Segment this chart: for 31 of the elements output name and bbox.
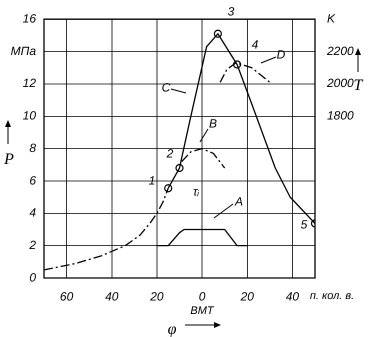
y-axis-title: P — [3, 151, 14, 168]
text: ВМТ — [190, 305, 215, 318]
y2-tick-label: 1800 — [327, 108, 354, 123]
annotation: C — [162, 80, 171, 94]
annotation: A — [234, 194, 244, 208]
y2-tick-label: K — [327, 12, 336, 26]
y2-tick-label: 2200 — [326, 44, 354, 58]
annotation: 4 — [252, 37, 259, 52]
y-tick-label: 6 — [29, 173, 36, 188]
y-tick-label: 10 — [22, 108, 36, 123]
y-tick-label: 4 — [29, 206, 36, 220]
y2-tick-label: 2000 — [326, 76, 354, 90]
x-tick-label: 60 — [60, 290, 74, 304]
annotation: 5 — [300, 217, 308, 232]
x-tick-label: 40 — [105, 290, 119, 304]
y2-axis-title: T — [354, 77, 364, 94]
x-tick-label: 40 — [286, 290, 300, 304]
annotation: B — [208, 116, 218, 130]
x-tick-label: 20 — [240, 290, 254, 304]
y-tick-label: 8 — [29, 140, 36, 155]
y-tick-label: 2 — [28, 238, 36, 252]
y-tick-label: МПа — [10, 44, 36, 58]
x-tick-label: 20 — [149, 290, 164, 304]
text: п. кол. в. — [310, 290, 354, 302]
y-tick-label: 12 — [22, 76, 36, 90]
text: 3 — [228, 4, 235, 18]
y-tick-label: 0 — [29, 270, 36, 284]
x-tick-label: 0 — [198, 290, 206, 304]
annotation: 2 — [166, 146, 174, 160]
y-tick-label: 16 — [22, 12, 36, 26]
annotation: τᵢ — [193, 184, 200, 198]
